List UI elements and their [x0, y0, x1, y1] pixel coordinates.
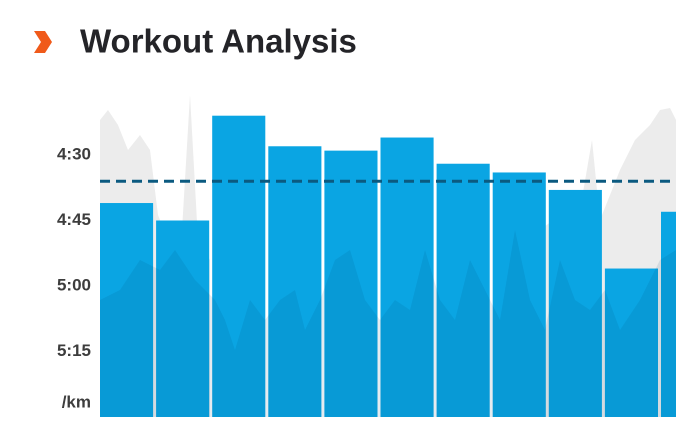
bar: [548, 189, 602, 417]
bar-group: [100, 115, 676, 418]
y-tick-label: 5:00: [57, 275, 91, 294]
bar: [436, 163, 490, 417]
bar: [661, 211, 676, 417]
plot-area: [100, 95, 676, 418]
bar: [324, 150, 378, 417]
bar: [100, 203, 154, 417]
bar: [156, 220, 210, 417]
logo-icon: [34, 31, 52, 53]
shading: [100, 230, 676, 417]
bar: [604, 268, 658, 417]
bar: [492, 172, 546, 417]
y-tick-label: 5:15: [57, 341, 91, 360]
bar: [380, 137, 434, 418]
bar: [268, 146, 322, 417]
y-unit-label: /km: [62, 392, 91, 411]
y-tick-label: 4:30: [57, 144, 91, 163]
chart-title: Workout Analysis: [80, 23, 357, 60]
bar: [212, 115, 266, 417]
y-tick-label: 4:45: [57, 210, 91, 229]
